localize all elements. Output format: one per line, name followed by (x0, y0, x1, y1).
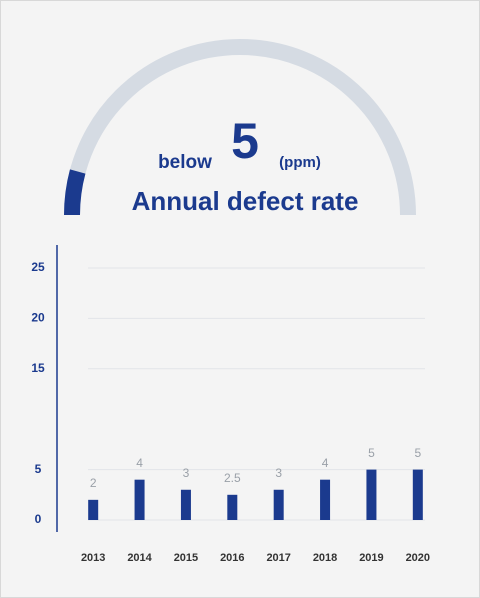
x-tick-label: 2014 (127, 552, 152, 564)
value-label: 5 (368, 446, 375, 460)
value-label: 3 (183, 466, 190, 480)
x-tick-label: 2017 (266, 552, 290, 564)
y-tick-label: 20 (31, 311, 45, 325)
value-label: 2 (90, 476, 97, 490)
bar (412, 469, 423, 520)
gauge-fill (63, 169, 86, 216)
bar (88, 499, 99, 520)
bar (134, 479, 145, 520)
value-label: 4 (136, 456, 143, 470)
y-tick-label: 0 (35, 512, 42, 526)
x-tick-label: 2020 (406, 552, 430, 564)
x-tick-label: 2016 (220, 552, 244, 564)
y-tick-label: 25 (31, 260, 45, 274)
x-tick-label: 2018 (313, 552, 337, 564)
value-label: 2.5 (224, 471, 241, 485)
bar (180, 489, 191, 520)
y-tick-label: 5 (35, 462, 42, 476)
x-tick-label: 2015 (174, 552, 198, 564)
bar (366, 469, 377, 520)
gauge-value: 5 (231, 113, 259, 169)
x-tick-label: 2019 (359, 552, 383, 564)
bar (227, 494, 238, 520)
gauge-caption: Annual defect rate (132, 186, 359, 216)
y-tick-label: 15 (31, 361, 45, 375)
gauge-unit: (ppm) (279, 154, 321, 171)
x-tick-label: 2013 (81, 552, 105, 564)
value-label: 5 (414, 446, 421, 460)
value-label: 3 (275, 466, 282, 480)
bar (320, 479, 331, 520)
gauge-prefix: below (158, 152, 212, 173)
bar (273, 489, 284, 520)
value-label: 4 (322, 456, 329, 470)
gauge-track (64, 39, 416, 216)
